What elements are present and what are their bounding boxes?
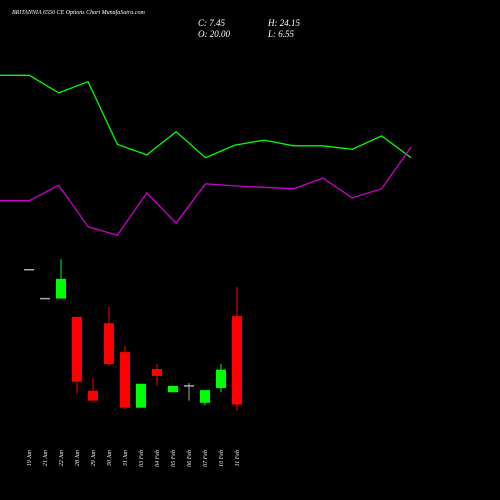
candle-body — [168, 385, 178, 393]
candle-body — [120, 352, 130, 408]
candle-body — [184, 385, 194, 387]
candle-body — [88, 390, 98, 401]
candle-body — [72, 316, 82, 382]
x-tick-label: 03 Feb — [139, 450, 145, 467]
candle-body — [136, 383, 146, 408]
candle-body — [40, 297, 50, 300]
x-tick-label: 11 Feb — [235, 450, 241, 466]
x-tick-label: 10 Feb — [219, 450, 225, 467]
candle-body — [152, 368, 162, 377]
x-tick-label: 21 Jan — [43, 450, 49, 466]
indicator-line — [0, 146, 412, 236]
x-tick-label: 05 Feb — [171, 450, 177, 467]
x-tick-label: 28 Jan — [75, 450, 81, 466]
x-tick-label: 22 Jan — [59, 450, 65, 466]
candle-body — [216, 369, 226, 388]
x-tick-label: 04 Feb — [154, 450, 161, 467]
header-low: L: 6.55 — [267, 29, 295, 39]
x-tick-label: 31 Jan — [123, 450, 129, 467]
header-close: C: 7.45 — [198, 18, 226, 28]
chart-title: BRITANNIA 6550 CE Options Chart MunafaSu… — [12, 9, 145, 16]
x-tick-label: 29 Jan — [91, 450, 97, 466]
header-open: O: 20.00 — [198, 29, 230, 39]
x-tick-label: 07 Feb — [203, 450, 209, 467]
candle-body — [232, 316, 242, 405]
x-tick-label: 30 Jan — [107, 450, 113, 467]
header-high: H: 24.15 — [267, 18, 300, 28]
candle-body — [24, 268, 34, 271]
candle-body — [200, 390, 210, 403]
indicator-line — [0, 74, 412, 159]
candle-body — [104, 323, 114, 365]
x-tick-label: 06 Feb — [187, 450, 193, 467]
x-tick-label: 19 Jan — [27, 450, 33, 466]
candle-body — [56, 278, 66, 299]
